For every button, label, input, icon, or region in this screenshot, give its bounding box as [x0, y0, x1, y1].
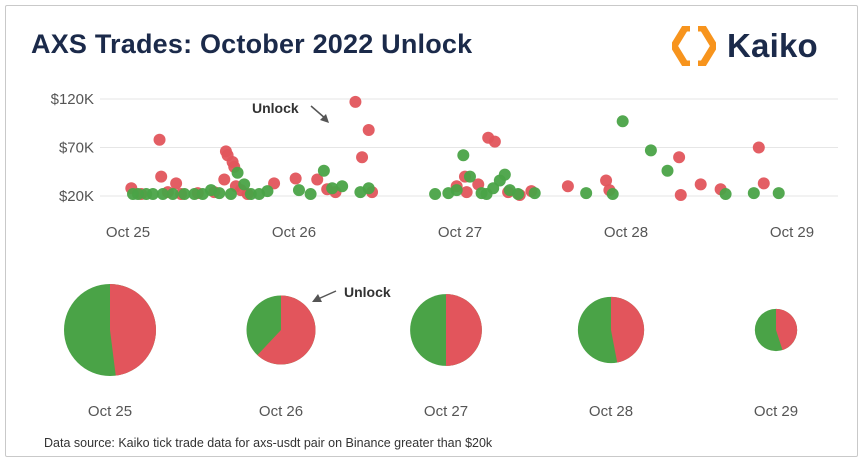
pie-slice-sell [257, 295, 316, 365]
buy-trade-point [450, 184, 463, 197]
buy-trade-point [292, 184, 305, 197]
x-tick-label: Oct 28 [604, 224, 648, 241]
sell-trade-point [356, 151, 369, 164]
pie-slice-sell [446, 294, 482, 366]
pie-slice-sell [776, 308, 798, 351]
sell-trade-point [757, 177, 770, 190]
buy-trade-point [304, 188, 317, 201]
pie-oct-28: Oct 28 [577, 296, 645, 420]
sell-trade-point [600, 174, 613, 187]
buy-trade-point [317, 164, 330, 177]
buy-trade-point [429, 188, 442, 201]
buy-trade-point [336, 180, 349, 193]
sell-trade-point [362, 124, 375, 137]
x-tick-label: Oct 26 [272, 224, 316, 241]
pie-oct-27: Oct 27 [410, 294, 482, 420]
sell-trade-point [694, 178, 707, 191]
buy-trade-point [261, 185, 274, 198]
buy-trade-point [244, 188, 257, 201]
pie-label: Oct 28 [589, 403, 633, 420]
annotation-arrowhead-pie [312, 294, 322, 302]
sell-trade-point [289, 172, 302, 185]
sell-trade-point [488, 135, 501, 148]
sell-trade-point [155, 170, 168, 183]
buy-trade-point [616, 115, 629, 128]
pie-slice-sell [110, 284, 157, 376]
sell-trade-point [218, 173, 231, 186]
pie-label: Oct 27 [424, 403, 468, 420]
kaiko-logo-icon [672, 26, 716, 66]
pie-label: Oct 29 [754, 403, 798, 420]
sell-trade-point [170, 177, 183, 190]
kaiko-logo: Kaiko [672, 24, 842, 68]
sell-trade-point [752, 141, 765, 154]
sell-trade-point [561, 180, 574, 193]
y-tick-label: $20K [59, 188, 94, 205]
buy-trade-point [178, 188, 191, 201]
buy-trade-point [747, 187, 760, 200]
buy-trade-point [463, 170, 476, 183]
pie-label: Oct 25 [88, 403, 132, 420]
x-tick-label: Oct 25 [106, 224, 150, 241]
buy-trade-point [188, 188, 201, 201]
chart-title: AXS Trades: October 2022 Unlock [31, 29, 473, 59]
buy-trade-point [326, 182, 339, 195]
buy-trade-point [661, 164, 674, 177]
buy-trade-point [528, 187, 541, 200]
sell-trade-point [673, 151, 686, 164]
sell-trade-point [311, 173, 324, 186]
buy-trade-point [156, 188, 169, 201]
sell-trade-point [153, 133, 166, 146]
buy-trade-point [238, 178, 251, 191]
buy-trade-point [644, 144, 657, 157]
sell-trade-point [460, 186, 473, 199]
unlock-annotation-pie: Unlock [344, 284, 391, 300]
pie-oct-25: Oct 25 [64, 284, 157, 420]
buy-trade-point [580, 187, 593, 200]
logo-text: Kaiko [727, 27, 818, 64]
buy-trade-point [213, 187, 226, 200]
y-tick-label: $120K [51, 91, 94, 108]
sell-trade-point [674, 189, 687, 202]
buy-trade-point [362, 182, 375, 195]
scatter-points [125, 95, 785, 202]
sell-trade-point [349, 95, 362, 108]
annotation-arrow-pie [317, 290, 337, 300]
buy-trade-point [719, 188, 732, 201]
data-source-note: Data source: Kaiko tick trade data for a… [44, 436, 493, 450]
pie-oct-26: Oct 26 [246, 295, 316, 420]
y-tick-label: $70K [59, 140, 94, 157]
buy-trade-point [772, 187, 785, 200]
annotation-arrowhead [320, 114, 329, 123]
pie-oct-29: Oct 29 [754, 308, 798, 420]
buy-trade-point [606, 188, 619, 201]
buy-trade-point [131, 188, 144, 201]
buy-trade-point [166, 188, 179, 201]
buy-trade-point [457, 149, 470, 162]
pie-label: Oct 26 [259, 403, 303, 420]
buy-trade-point [512, 188, 525, 201]
buy-trade-point [224, 188, 237, 201]
buy-trade-point [231, 166, 244, 179]
buy-trade-point [146, 188, 159, 201]
unlock-annotation: Unlock [252, 100, 299, 116]
buy-trade-point [498, 168, 511, 181]
chart-card [5, 5, 858, 457]
pie-slice-sell [611, 296, 645, 363]
x-tick-label: Oct 29 [770, 224, 814, 241]
x-tick-label: Oct 27 [438, 224, 482, 241]
